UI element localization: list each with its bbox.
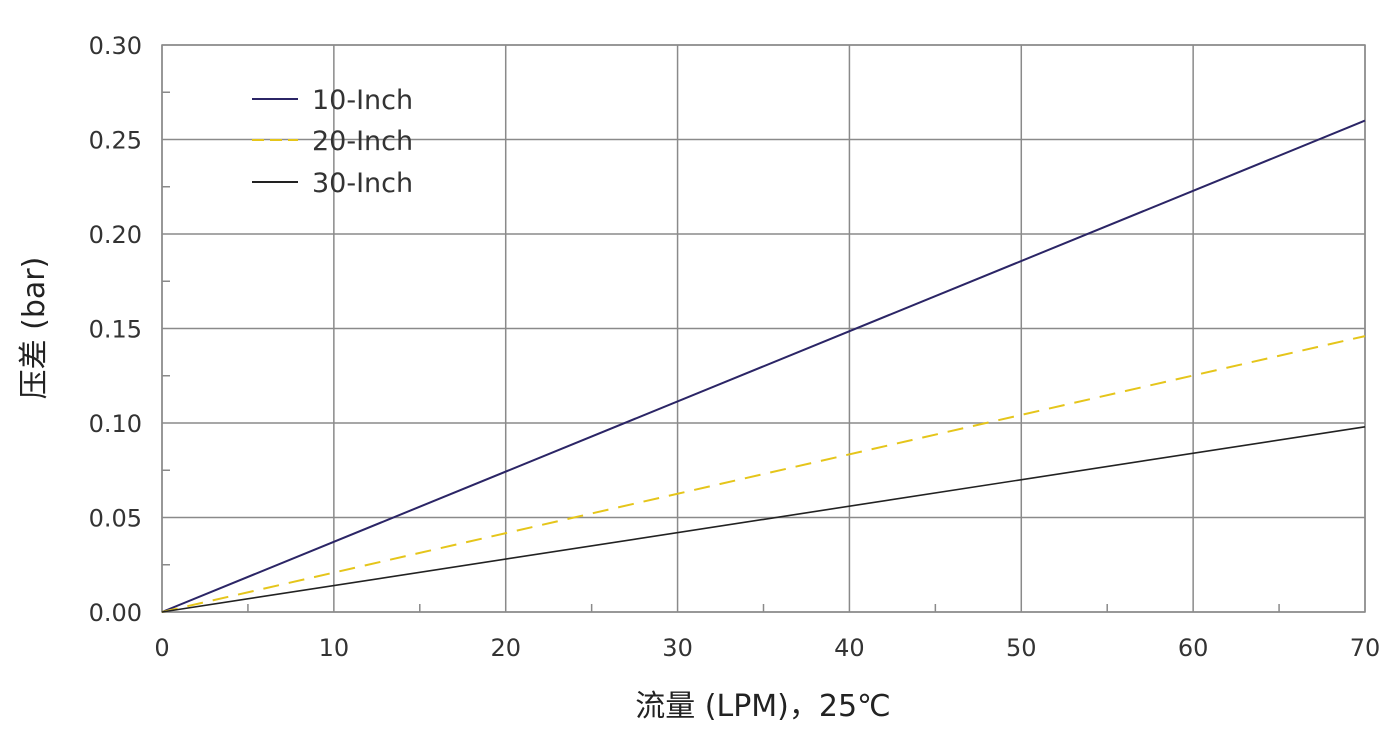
y-tick-label-4: 0.20 [89,221,142,249]
series-line-1 [161,119,1366,613]
y-tick-labels: 0.00 0.05 0.10 0.15 0.20 0.25 0.30 [89,32,142,627]
legend-label-2: 20-Inch [312,126,413,157]
x-tick-label-6: 60 [1178,634,1209,662]
x-tick-label-5: 50 [1006,634,1037,662]
series-line-2 [161,335,1366,613]
series-lines [161,119,1366,613]
legend-label-3: 30-Inch [312,168,413,199]
legend: 10-Inch 20-Inch 30-Inch [252,85,413,199]
x-tick-label-4: 40 [834,634,865,662]
minor-ticks [162,91,1280,612]
y-tick-label-5: 0.25 [89,127,142,155]
series-line-3 [161,426,1366,613]
x-axis-title: 流量 (LPM)，25℃ [635,689,891,724]
y-tick-label-3: 0.15 [89,316,142,344]
x-tick-labels: 0 10 20 30 40 50 60 70 [154,634,1380,662]
x-tick-label-3: 30 [662,634,693,662]
x-tick-label-7: 70 [1350,634,1381,662]
y-axis-title: 压差 (bar) [17,257,52,400]
y-tick-label-2: 0.10 [89,410,142,438]
y-tick-label-0: 0.00 [89,599,142,627]
y-tick-label-6: 0.30 [89,32,142,60]
legend-label-1: 10-Inch [312,85,413,116]
y-tick-label-1: 0.05 [89,505,142,533]
x-tick-label-2: 20 [490,634,521,662]
x-tick-label-0: 0 [154,634,169,662]
x-tick-label-1: 10 [319,634,350,662]
